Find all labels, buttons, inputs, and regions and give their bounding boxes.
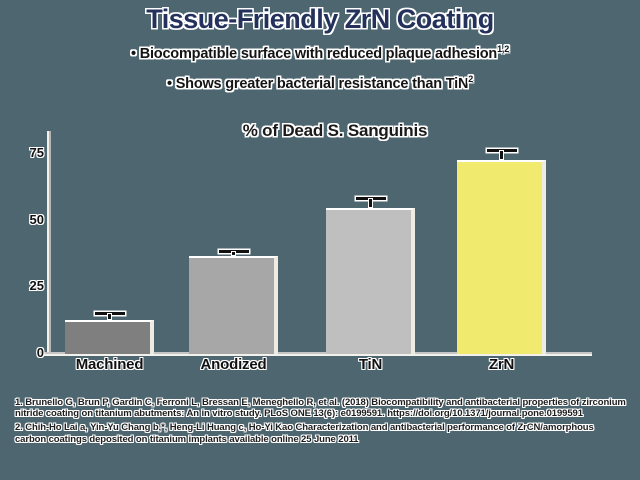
footnotes: 1. Brunello G, Brun P, Gardin C, Ferroni… (15, 397, 627, 448)
footnote: 1. Brunello G, Brun P, Gardin C, Ferroni… (15, 397, 626, 420)
bar-tin (326, 208, 415, 354)
y-tick-label: 50 (29, 211, 44, 227)
x-category-label: ZrN (488, 356, 515, 373)
error-bar-stem (500, 151, 503, 159)
bar-machined (65, 320, 154, 354)
footnote: 2. Chih-Ho Lai a, Yin-Yu Chang b,*, Heng… (15, 422, 594, 445)
x-category-label: TiN (358, 356, 383, 373)
bullet-item: • Shows greater bacterial resistance tha… (0, 74, 640, 92)
x-axis-line (44, 354, 592, 356)
bullet-item: • Biocompatible surface with reduced pla… (0, 44, 640, 62)
chart-title: % of Dead S. Sanguinis (242, 121, 428, 140)
bullet-text: Shows greater bacterial resistance than … (175, 75, 469, 92)
bar-zrn (457, 160, 546, 354)
bullet-glyph: • (166, 75, 172, 92)
bullet-list: • Biocompatible surface with reduced pla… (0, 44, 640, 104)
error-bar-cap (218, 250, 249, 253)
error-bar-stem (108, 314, 111, 319)
bullet-superscript: 1,2 (497, 44, 510, 54)
x-axis-line (44, 352, 592, 354)
bullet-superscript: 2 (468, 73, 474, 84)
error-bar-stem (232, 252, 235, 255)
error-bar-cap (486, 149, 517, 152)
page-title: Tissue-Friendly ZrN Coating (146, 4, 494, 34)
y-tick-label: 75 (29, 145, 44, 160)
error-bar-stem (369, 199, 372, 207)
y-tick-label: 25 (29, 278, 44, 294)
y-tick-label: 0 (36, 345, 44, 360)
error-bar-cap (355, 197, 386, 200)
bar-anodized (189, 256, 278, 354)
y-axis-line (49, 131, 51, 354)
bullet-text: Biocompatible surface with reduced plaqu… (139, 45, 498, 62)
x-category-label: Anodized (200, 356, 267, 373)
y-axis-line (47, 131, 49, 356)
error-bar-cap (94, 312, 125, 315)
bullet-glyph: • (130, 45, 136, 62)
x-category-label: Machined (75, 356, 144, 373)
